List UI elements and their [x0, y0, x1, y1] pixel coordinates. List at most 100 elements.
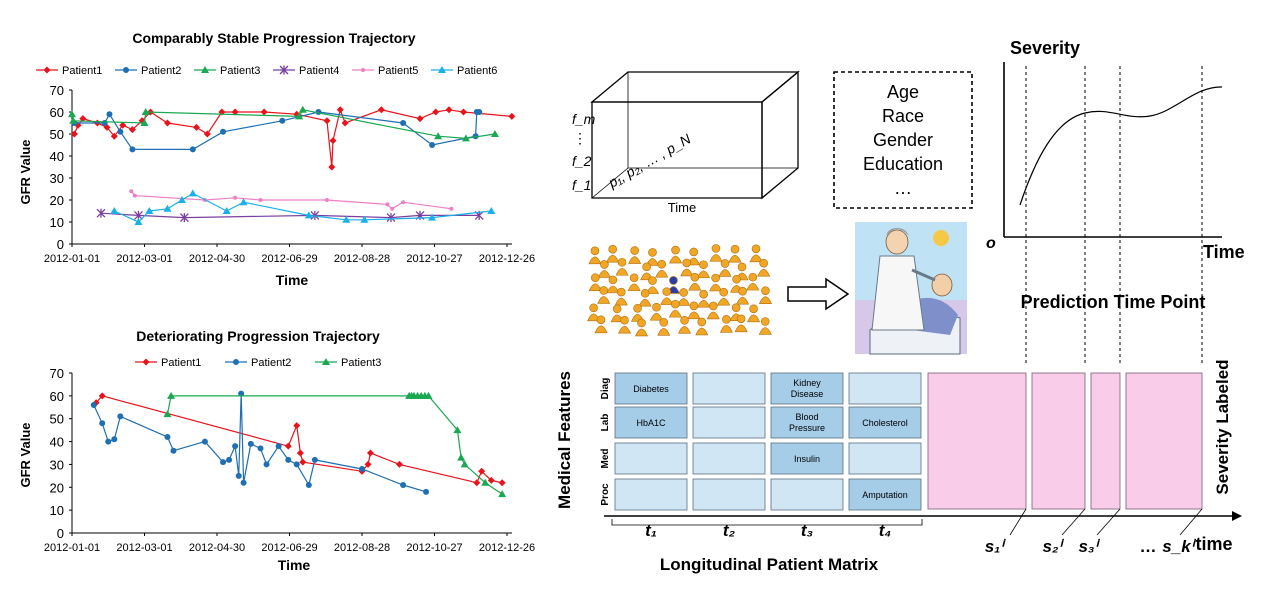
pawn-icon: [606, 275, 620, 294]
data-point-patient2: [129, 146, 136, 153]
data-point-patient5: [132, 193, 137, 198]
legend-marker: [279, 65, 289, 75]
data-point-patient1: [416, 115, 424, 123]
pawn-icon: [719, 315, 733, 333]
data-point-patient1: [284, 442, 292, 450]
chart2-x-ticks: 2012-01-01 2012-03-01 2012-04-30 2012-06-29…: [44, 533, 535, 554]
matrix-cell: [614, 478, 688, 511]
y-tick-label: 30: [50, 457, 64, 472]
data-point-patient6: [428, 213, 437, 221]
matrix-cell: [692, 442, 766, 475]
data-point-patient3: [69, 116, 78, 124]
data-point-patient2: [90, 402, 97, 408]
data-point-patient3: [434, 132, 443, 140]
data-point-patient6: [188, 189, 197, 197]
data-point-patient2: [263, 461, 270, 468]
data-point-patient2: [423, 488, 430, 495]
pawn-icon: [594, 315, 608, 334]
data-point-patient3: [461, 134, 470, 142]
legend-label: Patient2: [141, 65, 181, 77]
data-point-patient1: [508, 112, 516, 120]
data-point-patient2: [111, 436, 118, 443]
y-tick-label: 70: [50, 366, 64, 381]
x-tick-label: 2012-06-29: [261, 542, 317, 554]
data-point-patient3: [167, 391, 176, 399]
data-point-patient2: [117, 413, 124, 420]
data-point-patient1: [366, 449, 374, 457]
data-point-patient1: [163, 119, 171, 127]
pawn-icon: [747, 304, 761, 323]
time-axis-label: time: [1195, 534, 1232, 554]
severity-s-labels: s₁ⁱ s₂ⁱ s₃ⁱ … s_kⁱ time: [985, 534, 1233, 556]
matrix-cell: [692, 372, 766, 405]
pawn-icon: [706, 301, 720, 320]
data-point-patient3: [490, 130, 499, 137]
severity-s-label: s₃ⁱ: [1078, 537, 1100, 556]
severity-origin: o: [986, 235, 996, 252]
data-point-patient6: [145, 207, 154, 214]
pawn-icon: [736, 286, 750, 305]
data-point-patient2: [400, 120, 407, 126]
data-point-patient6: [222, 207, 231, 214]
data-point-patient5: [129, 189, 134, 194]
legend-marker: [438, 66, 446, 73]
data-point-patient3: [424, 391, 433, 399]
data-point-patient5: [390, 206, 395, 211]
matrix-row-label: Med: [600, 449, 611, 469]
chart1-title: Comparably Stable Progression Trajectory: [132, 30, 415, 46]
data-point-patient1: [341, 119, 349, 127]
pawn-icon: [638, 288, 652, 307]
matrix-cell-label: Diabetes: [633, 384, 669, 394]
severity-s-label: s_kⁱ: [1162, 537, 1196, 556]
matrix-cell: [770, 478, 844, 511]
pawn-icon: [618, 315, 631, 334]
x-tick-label: 2012-12-26: [479, 542, 535, 554]
data-point-patient1: [70, 130, 78, 138]
demographic-item: Gender: [873, 130, 933, 150]
pawn-icon: [758, 317, 772, 335]
time-step-label: t₂: [723, 521, 736, 540]
legend-label: Patient3: [220, 65, 260, 77]
severity-s-label: …: [1140, 537, 1157, 556]
data-point-patient1: [329, 137, 337, 145]
y-tick-label: 10: [50, 215, 64, 230]
data-point-patient6: [134, 218, 143, 225]
data-point-patient1: [203, 130, 211, 138]
demographic-item: Age: [887, 82, 919, 102]
x-tick-label: 2012-03-01: [116, 542, 172, 554]
data-point-patient1: [128, 126, 136, 134]
data-point-patient5: [324, 198, 329, 202]
pawn-icon: [687, 301, 701, 320]
y-tick-label: 60: [50, 389, 64, 404]
data-point-patient2: [293, 461, 300, 468]
demographic-item: Education: [863, 154, 943, 174]
matrix-cell: [692, 406, 766, 439]
y-tick-label: 30: [50, 171, 64, 186]
pawn-icon: [646, 248, 659, 266]
data-point-patient2: [429, 142, 436, 148]
data-point-patient1: [192, 123, 200, 131]
pawn-icon: [677, 288, 691, 306]
prediction-time-point-label: Prediction Time Point: [1021, 292, 1206, 312]
severity-curve: [1019, 86, 1223, 206]
data-point-patient1: [79, 115, 87, 123]
pawn-icon: [655, 259, 669, 278]
pawn-icon: [606, 244, 620, 263]
series-line-patient5: [130, 190, 452, 210]
demographics-list: AgeRaceGenderEducation…: [863, 82, 943, 198]
data-point-patient5: [401, 200, 406, 205]
legend-marker: [361, 68, 365, 72]
cube-label-patients: p₁, p₂, … , p_N: [605, 130, 695, 191]
legend-label: Patient6: [457, 65, 497, 77]
data-point-patient4: [96, 208, 106, 218]
data-point-patient1: [110, 132, 118, 140]
data-point-patient1: [478, 467, 486, 475]
data-point-patient2: [189, 146, 196, 153]
x-tick-label: 2012-08-28: [334, 542, 390, 554]
y-tick-label: 60: [50, 105, 64, 120]
matrix-cell: [848, 406, 922, 439]
data-point-patient2: [311, 456, 318, 463]
pawn-icon: [588, 246, 602, 265]
data-point-patient3: [460, 460, 469, 468]
pawn-icon: [614, 287, 628, 306]
